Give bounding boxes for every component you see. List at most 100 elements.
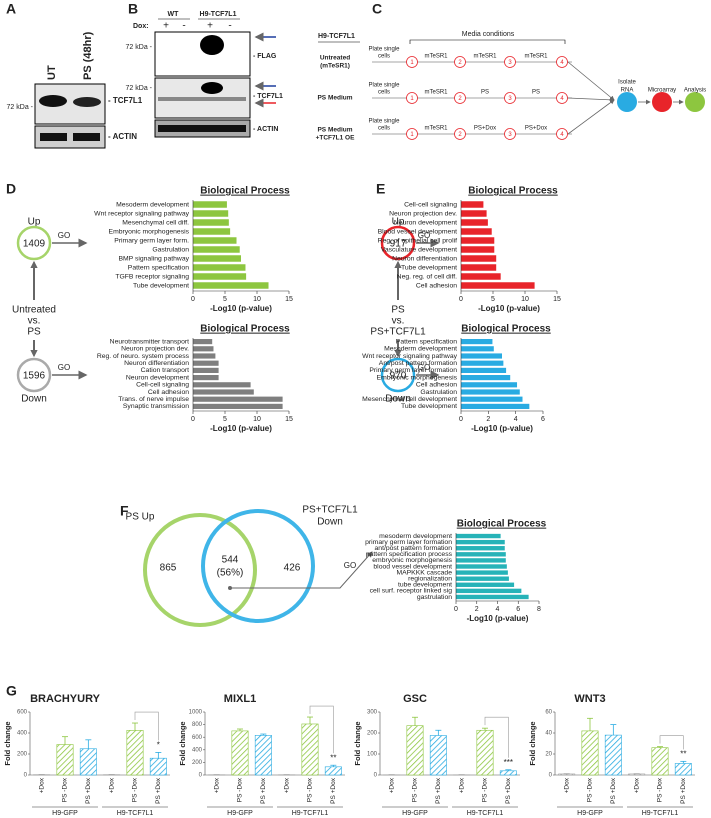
bar — [193, 353, 216, 359]
plate-label: cells — [378, 126, 390, 132]
bar — [461, 339, 493, 345]
step-number: 1 — [410, 96, 414, 102]
up-label: Up — [28, 217, 41, 228]
marker-label: 72 kDa - — [126, 85, 153, 92]
category-label: Neg. reg. of cell diff. — [397, 273, 457, 280]
step-circle — [556, 56, 568, 68]
x-tick-label: 15 — [553, 296, 561, 303]
band-label: - ACTIN — [253, 126, 278, 133]
bar — [193, 360, 219, 366]
category-label: PS +Dox — [435, 777, 442, 804]
y-tick-label: 400 — [17, 731, 28, 737]
bar — [193, 375, 219, 381]
bar — [149, 757, 167, 776]
bar — [193, 346, 214, 352]
category-label: Neuron development — [394, 219, 457, 226]
step-circle — [454, 56, 466, 68]
plate-label: cells — [378, 54, 390, 60]
category-label: Mesenchymal cell development — [362, 396, 457, 403]
significance-label: * — [157, 741, 160, 750]
step-icon — [685, 92, 705, 112]
band — [73, 133, 100, 141]
group-label: H9-TCF7L1 — [467, 810, 504, 817]
bar — [461, 367, 507, 373]
category-label: +Dox — [283, 777, 290, 793]
group-label: H9-TCF7L1 — [642, 810, 679, 817]
step-number: 3 — [508, 96, 512, 102]
y-tick-label: 400 — [192, 747, 203, 753]
band — [40, 133, 67, 141]
bar — [456, 552, 506, 557]
step-circle — [454, 128, 466, 140]
x-tick-label: 6 — [516, 606, 520, 613]
category-label: Reg. of neuro. system process — [97, 353, 190, 360]
step-number: 3 — [508, 60, 512, 66]
category-label: ant/post pattern formation — [375, 545, 453, 552]
bar — [456, 558, 506, 563]
step-number: 1 — [410, 132, 414, 138]
bar — [651, 747, 669, 776]
bar — [461, 255, 497, 262]
category-label: Pattern specification — [396, 338, 457, 345]
bar — [193, 210, 229, 217]
panel-label: F — [120, 503, 129, 519]
bar — [461, 237, 495, 244]
category-label: PS -Dox — [482, 777, 489, 802]
group-label: H9-GFP — [402, 810, 428, 817]
bar — [461, 201, 484, 208]
bar — [126, 730, 144, 776]
category-label: Cell-cell signaling — [136, 382, 189, 389]
x-tick-label: 4 — [514, 416, 518, 423]
y-tick-label: 300 — [367, 710, 378, 716]
y-tick-label: 200 — [17, 752, 28, 758]
category-label: Primary germ layer form. — [114, 237, 189, 244]
significance-bracket — [484, 716, 509, 758]
chart-title: Biological Process — [457, 519, 547, 530]
plate-label: Plate single — [368, 47, 400, 53]
category-label: PS +Dox — [155, 777, 162, 804]
category-label: Pattern specification — [128, 264, 189, 271]
bar — [231, 730, 249, 776]
category-label: Reg. of epithelial cell prolif — [378, 237, 457, 244]
step-circle — [504, 92, 516, 104]
band-label: - TCF7L1 — [108, 96, 143, 105]
category-label: +Dox — [563, 777, 570, 793]
y-axis-label: Fold change — [178, 721, 187, 765]
category-label: Mesenchymal cell diff. — [122, 219, 189, 226]
dox-sign: + — [207, 21, 213, 32]
x-tick-label: 8 — [537, 606, 541, 613]
category-label: Cell adhesion — [416, 282, 457, 289]
category-label: Tube development — [401, 264, 457, 271]
bar — [193, 273, 247, 280]
step-circle — [454, 92, 466, 104]
category-label: blood vessel development — [373, 563, 452, 570]
category-label: +Dox — [38, 777, 45, 793]
x-tick-label: 5 — [223, 296, 227, 303]
go-label: GO — [344, 561, 356, 570]
category-label: cell surf. receptor linked sig — [370, 588, 453, 595]
go-label: GO — [58, 231, 70, 240]
category-label: PS +Dox — [680, 777, 687, 804]
category-label: PS +Dox — [260, 777, 267, 804]
x-axis-label: -Log10 (p-value) — [478, 304, 540, 313]
bar — [461, 403, 530, 409]
x-tick-label: 10 — [253, 296, 261, 303]
venn-circle — [201, 509, 315, 623]
plate-label: Plate single — [368, 83, 400, 89]
chart-title: WNT3 — [574, 693, 605, 705]
set-label: PS+TCF7L1 — [302, 505, 358, 516]
comparison: PS — [391, 305, 405, 316]
x-tick-label: 0 — [191, 416, 195, 423]
output-label: Isolate — [618, 80, 636, 86]
step-number: 3 — [508, 132, 512, 138]
category-label: Cell adhesion — [148, 389, 189, 396]
bar — [56, 744, 74, 776]
marker-label: 72 kDa - — [126, 44, 153, 51]
media-label: mTeSR1 — [424, 126, 448, 132]
bar — [193, 264, 246, 271]
band-label: - FLAG — [253, 53, 277, 60]
x-tick-label: 0 — [459, 296, 463, 303]
x-axis-label: -Log10 (p-value) — [471, 424, 533, 433]
comparison: vs. — [28, 316, 41, 327]
